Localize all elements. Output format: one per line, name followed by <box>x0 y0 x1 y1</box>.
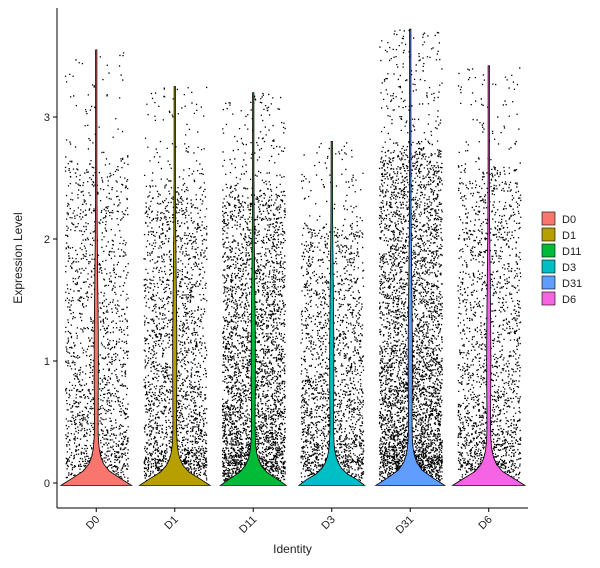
legend-swatch-D3 <box>541 259 556 274</box>
x-tick-label-D3: D3 <box>319 514 337 532</box>
violin-D11-shape <box>219 92 288 486</box>
legend-label-D6: D6 <box>562 294 576 306</box>
violin-D6-shape <box>451 65 527 486</box>
violin-D11 <box>219 92 288 486</box>
y-tick-label-0: 0 <box>44 478 50 490</box>
violin-D3-shape <box>297 140 366 486</box>
x-tick-label-D31: D31 <box>394 514 417 537</box>
y-tick-label-1: 1 <box>44 356 50 368</box>
x-tick-label-D11: D11 <box>237 514 259 536</box>
points-D3-marks <box>300 142 365 484</box>
y-axis-ticks: 0 1 2 3 <box>44 112 57 490</box>
violin-D1 <box>138 86 212 486</box>
x-axis-title: Identity <box>273 542 312 556</box>
points-D31-marks <box>378 29 443 484</box>
legend-label-D1: D1 <box>562 230 576 242</box>
violin-D31 <box>374 28 447 486</box>
x-tick-label-D6: D6 <box>476 514 494 532</box>
legend-swatch-D11 <box>541 243 556 258</box>
legend-label-D0: D0 <box>562 214 576 226</box>
legend-swatch-D1 <box>541 227 556 242</box>
legend-label-D3: D3 <box>562 262 576 274</box>
legend-label-D11: D11 <box>562 246 581 258</box>
violin-D31-shape <box>374 28 447 486</box>
jitter-points <box>64 29 522 485</box>
x-axis-ticks: D0 D1 D11 D3 D31 D6 <box>84 508 495 536</box>
y-tick-label-3: 3 <box>44 112 50 124</box>
legend-label-D31: D31 <box>562 278 582 290</box>
violin-D3 <box>297 140 366 486</box>
violins <box>59 28 527 486</box>
legend-swatch-D0 <box>541 211 556 226</box>
y-tick-label-2: 2 <box>44 234 50 246</box>
points-D1 <box>143 86 208 485</box>
points-D3 <box>300 142 365 484</box>
violin-D6 <box>451 65 527 486</box>
y-axis-title: Expression Level <box>11 212 25 303</box>
legend: D0 D1 D11 D3 D31 D6 <box>541 211 582 306</box>
violin-D1-shape <box>138 86 212 486</box>
violin-D0-shape <box>59 49 133 486</box>
x-tick-label-D0: D0 <box>84 514 102 532</box>
points-D31 <box>378 29 443 484</box>
violin-D0 <box>59 49 133 486</box>
legend-swatch-D31 <box>541 275 556 290</box>
x-tick-label-D1: D1 <box>162 514 180 532</box>
legend-swatch-D6 <box>541 291 556 306</box>
points-D1-marks <box>143 86 208 485</box>
